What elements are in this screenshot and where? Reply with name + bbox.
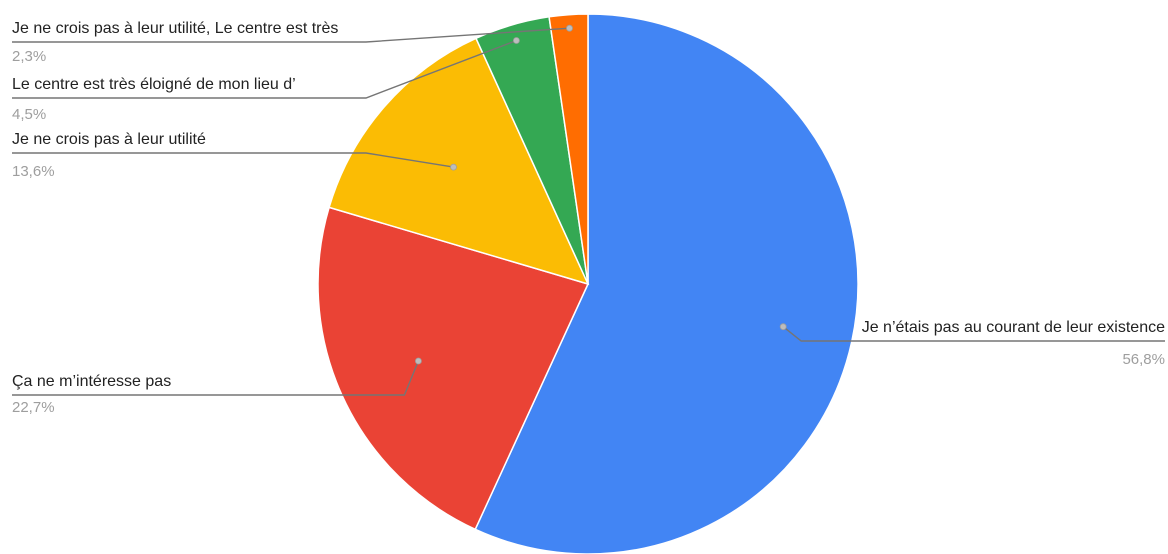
slice-label-pas-utilite: Je ne crois pas à leur utilité <box>12 131 206 148</box>
slice-percent-utilite-et-centre: 2,3% <box>12 48 46 65</box>
slice-label-utilite-et-centre: Je ne crois pas à leur utilité, Le centr… <box>12 20 338 37</box>
leader-lines <box>12 24 1165 396</box>
slice-percent-pas-au-courant: 56,8% <box>1122 351 1165 368</box>
leader-line-pas-utilite <box>12 152 454 168</box>
leader-anchor-dot-centre-eloigne <box>513 37 520 44</box>
leader-line-ne-interesse-pas <box>12 360 420 396</box>
leader-line-centre-eloigne <box>12 39 517 99</box>
slice-label-centre-eloigne: Le centre est très éloigné de mon lieu d… <box>12 76 296 93</box>
slice-percent-ne-interesse-pas: 22,7% <box>12 399 55 416</box>
slice-percent-pas-utilite: 13,6% <box>12 163 55 180</box>
pie-slice-pas-utilite <box>328 37 590 286</box>
leader-line-utilite-et-centre <box>12 27 570 43</box>
leader-anchor-dot-utilite-et-centre <box>566 24 573 32</box>
pie-slice-utilite-et-centre <box>548 13 589 285</box>
leader-anchor-dot-ne-interesse-pas <box>414 357 422 365</box>
pie-slices <box>317 13 859 554</box>
slice-label-ne-interesse-pas: Ça ne m’intéresse pas <box>12 373 171 390</box>
leader-line-pas-au-courant <box>782 326 1165 342</box>
slice-label-pas-au-courant: Je n’étais pas au courant de leur existe… <box>862 319 1165 336</box>
slice-percent-centre-eloigne: 4,5% <box>12 106 46 123</box>
leader-anchor-dot-pas-utilite <box>450 163 457 171</box>
leader-anchor-dot-pas-au-courant <box>779 323 787 331</box>
